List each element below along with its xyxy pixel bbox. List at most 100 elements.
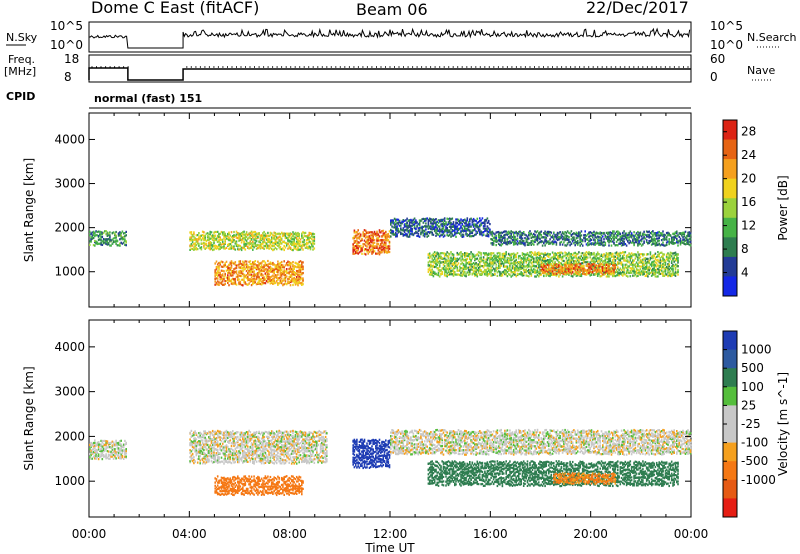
heatmap-cell	[359, 247, 362, 251]
heatmap-cell	[652, 238, 654, 241]
heatmap-cell	[664, 263, 667, 266]
heatmap-cell	[548, 253, 550, 256]
heatmap-cell	[352, 236, 354, 240]
heatmap-cell	[106, 243, 109, 246]
heatmap-cell	[497, 257, 500, 260]
heatmap-cell	[598, 243, 600, 246]
heatmap-cell	[273, 280, 275, 283]
heatmap-cell	[299, 276, 302, 279]
heatmap-cell	[280, 242, 283, 245]
heatmap-cell	[432, 220, 435, 223]
heatmap-cell	[640, 260, 643, 263]
heatmap-cell	[465, 254, 467, 257]
heatmap-cell	[635, 241, 638, 244]
heatmap-cell	[287, 233, 289, 236]
heatmap-cell	[386, 247, 388, 250]
heatmap-cell	[105, 242, 107, 245]
heatmap-cell	[647, 260, 649, 263]
heatmap-cell	[441, 229, 443, 233]
heatmap-cell	[511, 236, 514, 239]
heatmap-cell	[454, 273, 456, 276]
heatmap-cell	[228, 276, 230, 279]
heatmap-cell	[205, 239, 208, 242]
heatmap-cell	[270, 268, 273, 271]
heatmap-cell	[541, 257, 544, 260]
heatmap-cell	[614, 252, 617, 255]
heatmap-cell	[233, 268, 235, 271]
heatmap-cell	[428, 231, 431, 234]
heatmap-cell	[211, 245, 214, 248]
heatmap-cell	[632, 266, 634, 269]
heatmap-cell	[628, 265, 630, 268]
heatmap-cell	[576, 236, 579, 239]
heatmap-cell	[598, 266, 600, 269]
heatmap-cell	[620, 261, 623, 264]
heatmap-cell	[561, 271, 564, 274]
heatmap-cell	[619, 232, 622, 235]
heatmap-cell	[576, 263, 579, 266]
heatmap-cell	[475, 271, 477, 274]
heatmap-cell	[594, 233, 596, 236]
heatmap-cell	[550, 241, 553, 244]
heatmap-cell	[279, 264, 282, 267]
heatmap-cell	[262, 246, 264, 250]
heatmap-cell	[96, 230, 99, 234]
heatmap-cell	[258, 276, 260, 279]
heatmap-cell	[579, 235, 581, 239]
heatmap-cell	[456, 253, 459, 256]
heatmap-cell	[670, 261, 673, 265]
heatmap-cell	[221, 242, 224, 245]
heatmap-cell	[665, 255, 668, 258]
heatmap-cell	[535, 252, 538, 256]
heatmap-cell	[215, 260, 218, 263]
heatmap-cell	[517, 273, 520, 276]
heatmap-cell	[496, 258, 499, 261]
heatmap-cell	[353, 239, 356, 242]
heatmap-cell	[193, 232, 195, 235]
heatmap-cell	[363, 235, 366, 238]
heatmap-cell	[634, 270, 637, 273]
heatmap-cell	[515, 238, 517, 241]
heatmap-cell	[436, 229, 438, 232]
heatmap-cell	[569, 268, 571, 271]
heatmap-cell	[528, 275, 530, 278]
heatmap-cell	[629, 275, 632, 278]
heatmap-cell	[645, 234, 648, 237]
heatmap-cell	[366, 245, 368, 248]
heatmap-cell	[642, 264, 644, 268]
heatmap-cell	[403, 225, 406, 228]
heatmap-cell	[569, 232, 571, 235]
heatmap-cell	[283, 269, 285, 272]
heatmap-cell	[570, 265, 573, 268]
heatmap-cell	[549, 253, 551, 256]
heatmap-cell	[385, 233, 387, 236]
heatmap-cell	[564, 272, 566, 275]
heatmap-cell	[457, 269, 460, 272]
heatmap-cell	[574, 251, 576, 254]
heatmap-cell	[573, 238, 575, 241]
heatmap-cell	[299, 244, 302, 247]
heatmap-cell	[494, 239, 496, 242]
heatmap-cell	[642, 258, 644, 261]
heatmap-cell	[543, 241, 545, 244]
heatmap-cell	[614, 271, 617, 274]
heatmap-cell	[238, 266, 240, 269]
heatmap-cell	[657, 258, 659, 261]
heatmap-cell	[496, 267, 499, 270]
heatmap-cell	[260, 243, 263, 246]
heatmap-cell	[608, 235, 610, 238]
heatmap-cell	[368, 235, 371, 238]
heatmap-cell	[292, 283, 294, 287]
heatmap-cell	[460, 251, 462, 254]
heatmap-cell	[457, 273, 460, 276]
heatmap-cell	[501, 273, 504, 276]
heatmap-cell	[575, 231, 578, 234]
heatmap-cell	[436, 253, 438, 256]
heatmap-cell	[469, 222, 471, 225]
heatmap-cell	[228, 247, 230, 250]
heatmap-cell	[267, 238, 269, 242]
heatmap-cell	[456, 251, 459, 255]
heatmap-cell	[586, 272, 589, 275]
heatmap-cell	[221, 240, 224, 243]
heatmap-cell	[229, 266, 232, 269]
